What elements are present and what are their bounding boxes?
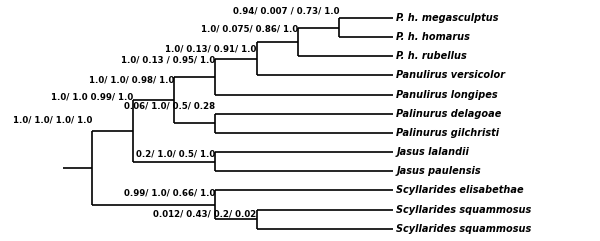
Text: 1.0/ 1.0/ 0.98/ 1.0: 1.0/ 1.0/ 0.98/ 1.0 [89,75,174,84]
Text: Jasus lalandii: Jasus lalandii [396,147,469,157]
Text: 1.0/ 0.075/ 0.86/ 1.0: 1.0/ 0.075/ 0.86/ 1.0 [200,24,298,33]
Text: 0.012/ 0.43/ 0.2/ 0.02: 0.012/ 0.43/ 0.2/ 0.02 [154,209,257,218]
Text: P. h. homarus: P. h. homarus [396,32,470,42]
Text: Palinurus delagoae: Palinurus delagoae [396,109,502,119]
Text: Scyllarides squammosus: Scyllarides squammosus [396,224,532,234]
Text: 1.0/ 0.13 / 0.95/ 1.0: 1.0/ 0.13 / 0.95/ 1.0 [121,56,215,65]
Text: 0.94/ 0.007 / 0.73/ 1.0: 0.94/ 0.007 / 0.73/ 1.0 [233,6,339,15]
Text: 0.06/ 1.0/ 0.5/ 0.28: 0.06/ 1.0/ 0.5/ 0.28 [124,102,215,111]
Text: Scyllarides elisabethae: Scyllarides elisabethae [396,186,524,195]
Text: Scyllarides squammosus: Scyllarides squammosus [396,205,532,215]
Text: 0.99/ 1.0/ 0.66/ 1.0: 0.99/ 1.0/ 0.66/ 1.0 [124,188,215,197]
Text: Palinurus gilchristi: Palinurus gilchristi [396,128,499,138]
Text: 0.2/ 1.0/ 0.5/ 1.0: 0.2/ 1.0/ 0.5/ 1.0 [136,150,215,159]
Text: 1.0/ 1.0/ 1.0/ 1.0: 1.0/ 1.0/ 1.0/ 1.0 [13,115,92,124]
Text: Panulirus longipes: Panulirus longipes [396,90,498,100]
Text: P. h. megasculptus: P. h. megasculptus [396,13,499,23]
Text: P. h. rubellus: P. h. rubellus [396,51,467,61]
Text: 1.0/ 0.13/ 0.91/ 1.0: 1.0/ 0.13/ 0.91/ 1.0 [165,44,257,54]
Text: Panulirus versicolor: Panulirus versicolor [396,70,505,80]
Text: 1.0/ 1.0 0.99/ 1.0: 1.0/ 1.0 0.99/ 1.0 [50,92,133,101]
Text: Jasus paulensis: Jasus paulensis [396,166,481,176]
